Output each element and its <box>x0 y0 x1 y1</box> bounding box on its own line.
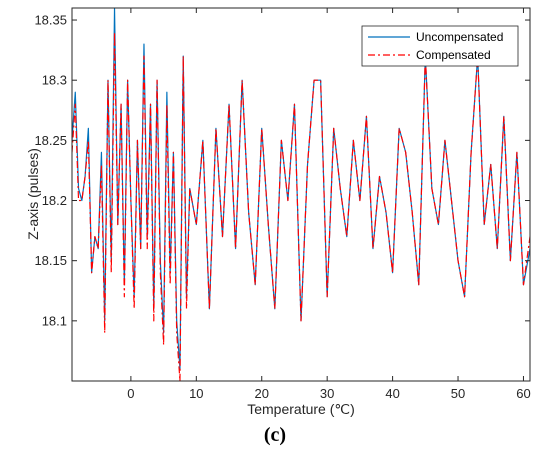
legend-box <box>361 25 519 67</box>
x-tick-label: 40 <box>385 386 399 401</box>
y-tick-label: 18.35 <box>34 13 67 28</box>
y-tick-label: 18.25 <box>34 133 67 148</box>
series-layer <box>72 8 530 381</box>
x-tick-label: 20 <box>255 386 269 401</box>
legend-label-compensated: Compensated <box>416 48 491 62</box>
series-line-compensated <box>72 31 530 381</box>
y-tick-label: 18.15 <box>34 253 67 268</box>
plot-frame <box>71 7 531 382</box>
x-tick-label: 10 <box>189 386 203 401</box>
figure-caption: (c) <box>263 424 287 446</box>
y-axis-ticks: 18.1 18.15 18.2 18.25 18.3 18.35 <box>34 13 530 328</box>
x-axis-ticks: 0 10 20 30 40 50 60 <box>127 8 531 401</box>
y-axis-title: Z-axis (pulses) <box>25 148 41 240</box>
x-axis-title: Temperature (℃) <box>247 401 355 417</box>
x-tick-label: 50 <box>451 386 465 401</box>
legend-label-uncompensated: Uncompensated <box>416 30 503 44</box>
x-tick-label: 30 <box>320 386 334 401</box>
y-tick-label: 18.1 <box>42 313 67 328</box>
y-tick-label: 18.3 <box>42 73 67 88</box>
chart: 0 10 20 30 40 50 60 18.1 18.15 18.2 18.25 18.3 18.3… <box>25 7 531 417</box>
legend: Uncompensated Compensated <box>361 25 519 67</box>
x-tick-label: 60 <box>516 386 530 401</box>
x-tick-label: 0 <box>127 386 134 401</box>
y-tick-label: 18.2 <box>42 193 67 208</box>
